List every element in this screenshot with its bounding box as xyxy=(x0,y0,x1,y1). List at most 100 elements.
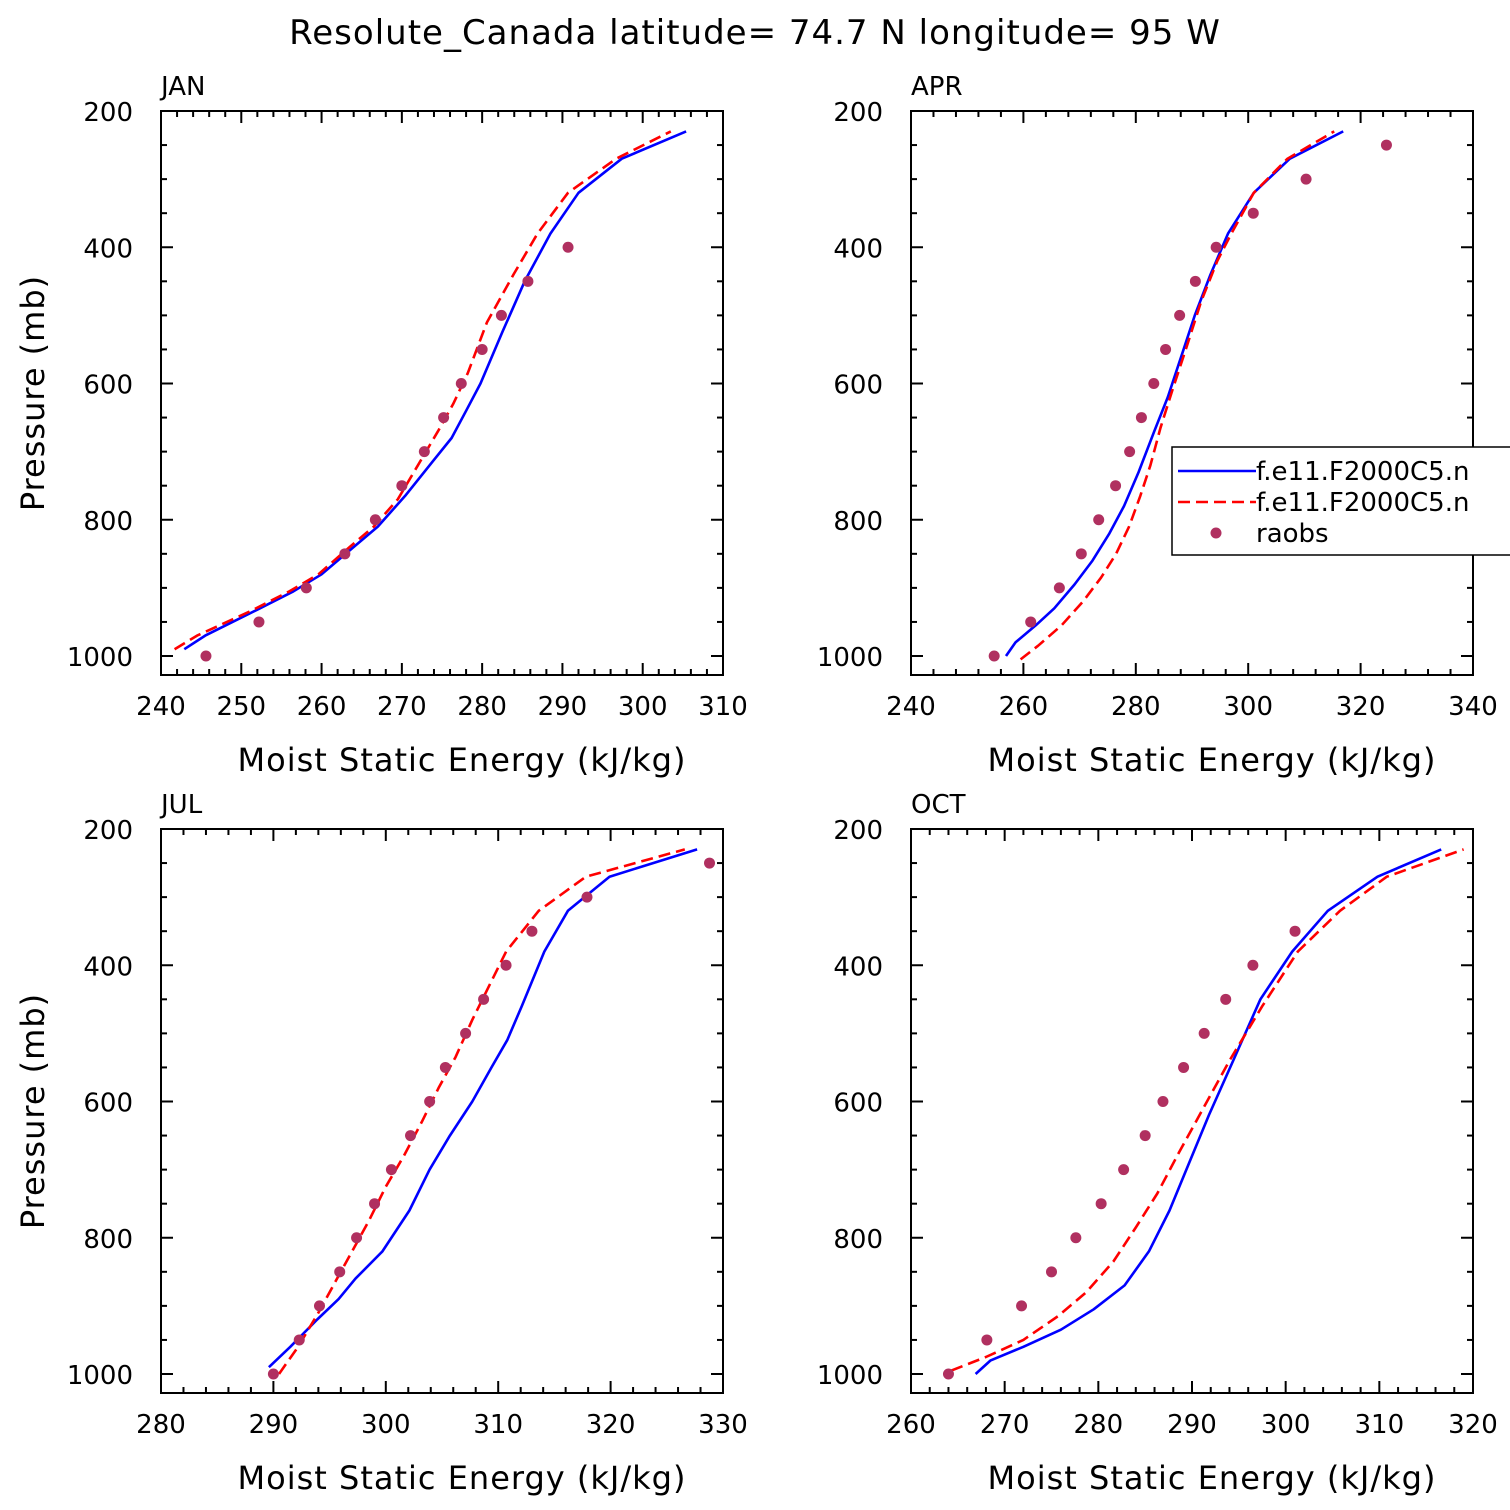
x-tick-label: 310 xyxy=(698,692,748,722)
x-tick-label: 310 xyxy=(473,1410,523,1440)
x-tick-label: 260 xyxy=(297,692,347,722)
panel-title: JUL xyxy=(159,790,203,820)
x-axis-label: Moist Static Energy (kJ/kg) xyxy=(988,1459,1437,1497)
x-tick-label: 300 xyxy=(1223,692,1273,722)
raobs-point xyxy=(1220,993,1232,1005)
y-tick-label: 1000 xyxy=(817,643,883,673)
raobs-point xyxy=(200,650,212,662)
x-tick-label: 260 xyxy=(999,692,1049,722)
raobs-point xyxy=(476,343,488,355)
y-axis-label: Pressure (mb) xyxy=(14,993,52,1229)
x-tick-label: 290 xyxy=(249,1410,299,1440)
raobs-point xyxy=(300,582,312,594)
legend-label: f.e11.F2000C5.n xyxy=(1256,488,1469,518)
legend-box xyxy=(1171,446,1510,556)
raobs-point xyxy=(581,891,593,903)
panel-apr: APR 240 260 280 300 320 340 200 400 600 800 1000 Moi… xyxy=(817,72,1498,779)
y-tick-label: 400 xyxy=(833,952,883,982)
x-axis-label: Moist Static Energy (kJ/kg) xyxy=(238,741,687,779)
x-tick-label: 260 xyxy=(886,1410,936,1440)
y-tick-label: 200 xyxy=(833,98,883,128)
raobs-point xyxy=(334,1266,346,1278)
raobs-point xyxy=(396,480,408,492)
x-tick-label: 310 xyxy=(1355,1410,1405,1440)
raobs-point xyxy=(1247,207,1259,219)
raobs-point xyxy=(1070,1232,1082,1244)
panel-jan: JAN 240 250 260 270 280 290 300 310 200 400 600 800 1… xyxy=(14,72,748,779)
x-tick-label: 270 xyxy=(980,1410,1030,1440)
raobs-point xyxy=(1160,343,1172,355)
raobs-point xyxy=(1148,378,1160,389)
model-2-dashed-line xyxy=(950,848,1465,1372)
x-tick-label: 300 xyxy=(361,1410,411,1440)
panel-oct: OCT 260 270 280 290 300 310 320 200 400 600 800 1000… xyxy=(817,790,1498,1497)
y-tick-label: 1000 xyxy=(67,643,133,673)
plot-frame xyxy=(160,110,724,676)
raobs-point xyxy=(981,1334,993,1346)
y-tick-label: 200 xyxy=(833,816,883,846)
plot-frame xyxy=(910,828,1474,1394)
plot-frame xyxy=(160,828,724,1394)
raobs-point xyxy=(1053,582,1065,594)
panels: JAN 240 250 260 270 280 290 300 310 200 400 600 800 1… xyxy=(14,72,1498,1497)
legend-label: f.e11.F2000C5.n xyxy=(1256,457,1469,487)
figure-title: Resolute_Canada latitude= 74.7 N longitu… xyxy=(289,13,1221,53)
raobs-point xyxy=(1110,480,1122,492)
y-tick-label: 200 xyxy=(83,98,133,128)
x-tick-label: 240 xyxy=(136,692,186,722)
raobs-point xyxy=(1093,514,1105,526)
raobs-point xyxy=(424,1096,436,1107)
y-tick-label: 1000 xyxy=(67,1361,133,1391)
y-tick-label: 200 xyxy=(83,816,133,846)
x-tick-label: 290 xyxy=(538,692,588,722)
model-1-solid-line xyxy=(183,130,687,651)
model-2-dashed-line xyxy=(173,130,672,651)
legend-label: raobs xyxy=(1256,519,1329,549)
y-tick-label: 400 xyxy=(83,952,133,982)
y-tick-label: 800 xyxy=(833,1225,883,1255)
x-tick-label: 300 xyxy=(618,692,668,722)
raobs-point xyxy=(1157,1096,1169,1107)
panel-title: OCT xyxy=(911,790,966,820)
y-tick-label: 600 xyxy=(83,1089,133,1119)
panel-title: APR xyxy=(911,72,963,102)
y-tick-label: 800 xyxy=(83,507,133,537)
y-tick-label: 1000 xyxy=(817,1361,883,1391)
raobs-point xyxy=(495,309,507,321)
raobs-point xyxy=(1210,241,1222,253)
raobs-point xyxy=(562,241,574,253)
x-tick-label: 320 xyxy=(1448,1410,1498,1440)
model-1-solid-line xyxy=(1004,130,1344,657)
raobs-point xyxy=(1380,139,1392,151)
model-1-solid-line xyxy=(974,848,1442,1375)
x-tick-label: 320 xyxy=(586,1410,636,1440)
raobs-point xyxy=(942,1368,954,1380)
x-tick-label: 280 xyxy=(457,692,507,722)
raobs-point xyxy=(369,514,381,526)
raobs-point xyxy=(478,993,490,1005)
raobs-point xyxy=(455,378,467,389)
x-tick-label: 250 xyxy=(216,692,266,722)
raobs-point xyxy=(1124,446,1136,458)
raobs-point xyxy=(1247,959,1259,971)
x-tick-label: 330 xyxy=(698,1410,748,1440)
x-axis-label: Moist Static Energy (kJ/kg) xyxy=(238,1459,687,1497)
raobs-point xyxy=(522,275,534,287)
raobs-point xyxy=(369,1198,381,1210)
raobs-point xyxy=(1139,1130,1151,1142)
x-tick-label: 340 xyxy=(1448,692,1498,722)
raobs-point xyxy=(460,1027,472,1039)
raobs-point xyxy=(1300,173,1312,185)
raobs-point xyxy=(1075,548,1087,560)
x-tick-label: 300 xyxy=(1261,1410,1311,1440)
raobs-point xyxy=(405,1130,417,1142)
x-tick-label: 280 xyxy=(136,1410,186,1440)
x-tick-label: 290 xyxy=(1167,1410,1217,1440)
raobs-point xyxy=(1095,1198,1107,1210)
raobs-point xyxy=(988,650,1000,662)
raobs-point xyxy=(351,1232,363,1244)
raobs-point xyxy=(704,857,716,869)
raobs-point xyxy=(1289,925,1301,937)
y-tick-label: 400 xyxy=(83,234,133,264)
